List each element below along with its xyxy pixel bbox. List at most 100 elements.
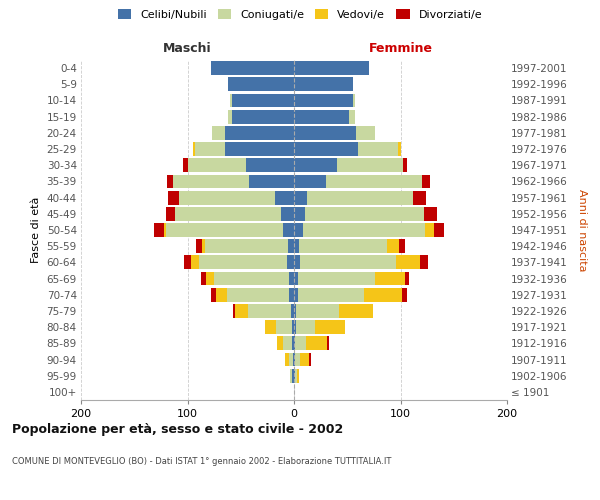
Bar xyxy=(214,272,289,285)
Bar xyxy=(405,272,409,285)
Bar xyxy=(301,352,309,366)
Bar xyxy=(232,94,294,108)
Bar xyxy=(216,288,227,302)
Bar xyxy=(422,174,430,188)
Bar xyxy=(294,126,356,140)
Bar xyxy=(164,223,166,237)
Bar xyxy=(309,352,311,366)
Bar xyxy=(287,240,294,253)
Bar xyxy=(294,190,307,204)
Bar xyxy=(294,174,326,188)
Bar xyxy=(396,256,419,270)
Bar xyxy=(296,304,339,318)
Bar xyxy=(327,336,329,350)
Bar xyxy=(401,288,407,302)
Bar xyxy=(233,304,235,318)
Bar xyxy=(295,352,301,366)
Bar xyxy=(425,223,434,237)
Bar xyxy=(211,288,216,302)
Bar xyxy=(169,190,179,204)
Bar xyxy=(316,320,345,334)
Legend: Celibi/Nubili, Coniugati/e, Vedovi/e, Divorziati/e: Celibi/Nubili, Coniugati/e, Vedovi/e, Di… xyxy=(115,6,485,23)
Bar xyxy=(232,110,294,124)
Bar xyxy=(277,336,283,350)
Bar xyxy=(179,190,275,204)
Bar xyxy=(299,240,386,253)
Bar xyxy=(289,272,294,285)
Bar xyxy=(265,320,276,334)
Bar xyxy=(339,304,373,318)
Bar xyxy=(295,336,306,350)
Bar xyxy=(419,256,428,270)
Bar xyxy=(246,158,294,172)
Y-axis label: Fasce di età: Fasce di età xyxy=(31,197,41,263)
Bar xyxy=(275,190,294,204)
Bar xyxy=(403,158,407,172)
Bar xyxy=(173,174,249,188)
Bar xyxy=(166,223,283,237)
Bar xyxy=(297,369,299,382)
Bar xyxy=(202,272,206,285)
Bar xyxy=(183,158,187,172)
Bar xyxy=(364,288,401,302)
Bar xyxy=(184,256,191,270)
Bar xyxy=(306,336,327,350)
Text: Maschi: Maschi xyxy=(163,42,212,55)
Bar xyxy=(353,94,355,108)
Bar xyxy=(294,304,296,318)
Bar xyxy=(206,272,214,285)
Bar xyxy=(413,190,426,204)
Bar xyxy=(294,223,302,237)
Bar xyxy=(196,240,202,253)
Bar xyxy=(293,352,294,366)
Bar xyxy=(175,207,281,220)
Bar xyxy=(193,142,195,156)
Bar xyxy=(296,320,316,334)
Bar xyxy=(294,288,298,302)
Bar xyxy=(289,352,293,366)
Bar xyxy=(434,223,444,237)
Bar xyxy=(230,94,232,108)
Bar xyxy=(166,207,175,220)
Bar xyxy=(307,190,413,204)
Bar xyxy=(225,126,294,140)
Bar xyxy=(276,320,292,334)
Bar xyxy=(294,320,296,334)
Bar xyxy=(283,223,294,237)
Bar xyxy=(202,240,205,253)
Bar xyxy=(235,304,248,318)
Bar xyxy=(294,142,358,156)
Bar xyxy=(294,110,349,124)
Bar xyxy=(154,223,164,237)
Bar xyxy=(287,256,294,270)
Bar xyxy=(199,256,287,270)
Text: Femmine: Femmine xyxy=(368,42,433,55)
Bar xyxy=(294,78,353,91)
Bar xyxy=(212,126,225,140)
Text: Popolazione per età, sesso e stato civile - 2002: Popolazione per età, sesso e stato civil… xyxy=(12,422,343,436)
Bar xyxy=(187,158,246,172)
Bar xyxy=(191,256,199,270)
Bar xyxy=(292,320,294,334)
Bar xyxy=(292,369,294,382)
Bar xyxy=(294,336,295,350)
Bar xyxy=(248,304,291,318)
Bar xyxy=(228,78,294,91)
Bar xyxy=(358,142,398,156)
Bar xyxy=(211,61,294,75)
Bar xyxy=(298,288,364,302)
Bar xyxy=(294,207,305,220)
Bar xyxy=(294,61,368,75)
Bar xyxy=(249,174,294,188)
Bar xyxy=(298,272,375,285)
Bar xyxy=(294,352,295,366)
Bar xyxy=(294,94,353,108)
Bar xyxy=(195,142,225,156)
Bar xyxy=(305,207,424,220)
Bar xyxy=(424,207,437,220)
Y-axis label: Anni di nascita: Anni di nascita xyxy=(577,188,587,271)
Text: COMUNE DI MONTEVEGLIO (BO) - Dati ISTAT 1° gennaio 2002 - Elaborazione TUTTITALI: COMUNE DI MONTEVEGLIO (BO) - Dati ISTAT … xyxy=(12,458,391,466)
Bar xyxy=(205,240,287,253)
Bar xyxy=(294,369,295,382)
Bar xyxy=(228,110,232,124)
